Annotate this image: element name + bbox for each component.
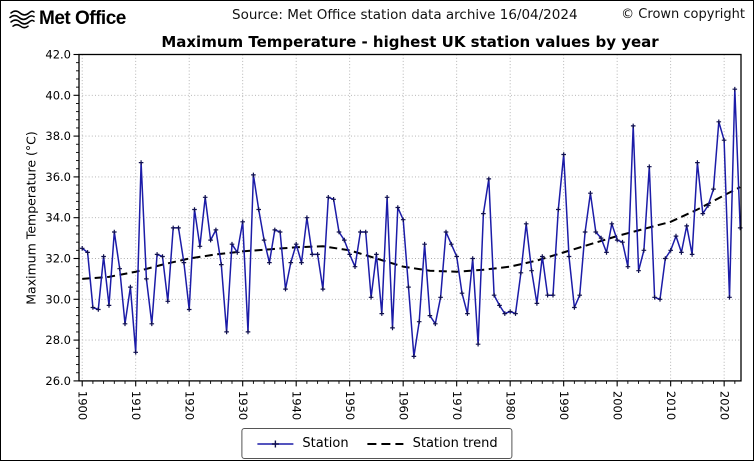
logo-wordmark: Met Office <box>39 8 126 29</box>
svg-text:1960: 1960 <box>397 391 411 420</box>
copyright-text: © Crown copyright <box>621 7 745 22</box>
svg-text:42.0: 42.0 <box>45 48 71 62</box>
legend-entry-trend: Station trend <box>367 436 498 451</box>
met-office-logo: Met Office <box>9 8 126 30</box>
svg-text:40.0: 40.0 <box>45 88 71 102</box>
svg-text:2000: 2000 <box>611 391 625 420</box>
svg-text:1910: 1910 <box>129 391 143 420</box>
svg-text:1930: 1930 <box>236 391 250 420</box>
svg-text:1940: 1940 <box>290 391 304 420</box>
svg-text:32.0: 32.0 <box>45 252 71 266</box>
trend-line-swatch <box>367 442 404 445</box>
svg-text:1990: 1990 <box>557 391 571 420</box>
station-line <box>81 88 741 358</box>
svg-text:1900: 1900 <box>76 391 90 420</box>
svg-text:26.0: 26.0 <box>45 374 71 388</box>
svg-text:1950: 1950 <box>343 391 357 420</box>
source-text: Source: Met Office station data archive … <box>232 7 578 23</box>
legend-label-station: Station <box>302 436 349 451</box>
svg-text:1980: 1980 <box>504 391 518 420</box>
svg-text:30.0: 30.0 <box>45 292 71 306</box>
axis-ticks <box>73 53 736 387</box>
legend-label-trend: Station trend <box>412 436 498 451</box>
svg-text:38.0: 38.0 <box>45 129 71 143</box>
svg-text:34.0: 34.0 <box>45 211 71 225</box>
gridlines <box>79 54 741 382</box>
legend-entry-station: Station <box>256 436 349 451</box>
met-office-waves-icon <box>9 10 35 29</box>
svg-text:1970: 1970 <box>450 391 464 420</box>
tick-labels: 26.0 28.0 30.0 32.0 34.0 36.0 38.0 40.0 42.0 1900… <box>45 48 731 421</box>
station-trend-line <box>82 186 741 280</box>
svg-text:2020: 2020 <box>718 391 732 420</box>
svg-text:1920: 1920 <box>183 391 197 420</box>
station-markers <box>79 86 743 359</box>
chart-title: Maximum Temperature - highest UK station… <box>161 33 659 51</box>
plot-spines <box>78 53 742 382</box>
svg-text:36.0: 36.0 <box>45 170 71 184</box>
station-line-swatch <box>257 440 294 447</box>
svg-text:2010: 2010 <box>664 391 678 420</box>
chart-legend: Station Station trend <box>241 428 513 459</box>
svg-text:28.0: 28.0 <box>45 333 71 347</box>
